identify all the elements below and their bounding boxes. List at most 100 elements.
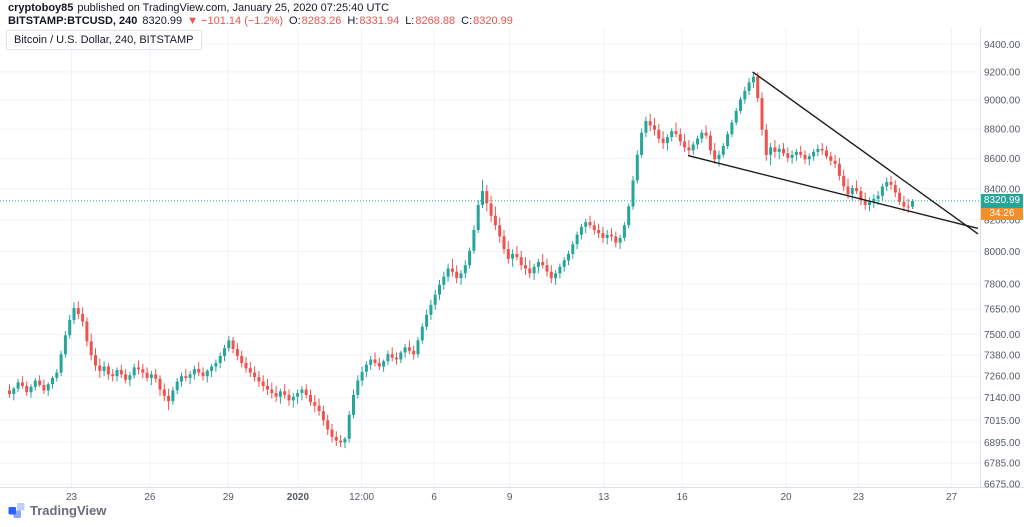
chart-container: 9400.00 9200.00 9000.00 8800.00 8600.00 8400.… <box>0 28 1024 527</box>
candle-body <box>102 366 106 371</box>
candle-body <box>38 380 42 385</box>
candle-body <box>8 390 11 394</box>
low-label: L: <box>405 15 415 27</box>
candle-body <box>880 186 884 196</box>
candle-body <box>777 148 781 152</box>
candle-body <box>111 374 115 377</box>
candle-body <box>584 222 588 227</box>
candle-body <box>876 195 880 199</box>
candle-body <box>46 384 50 391</box>
price-axis-label: 7500.00 <box>984 330 1021 341</box>
candle-body <box>665 137 669 143</box>
candle-body <box>799 151 803 155</box>
candle-body <box>51 378 54 385</box>
price-axis[interactable]: 9400.00 9200.00 9000.00 8800.00 8600.00 8400.… <box>984 40 1021 491</box>
candle-body <box>446 268 450 277</box>
candle-body <box>825 150 828 157</box>
trendline[interactable] <box>687 154 979 230</box>
candle-body <box>872 198 876 202</box>
candle-body <box>812 151 816 157</box>
candle-body <box>549 271 553 279</box>
candle-body <box>773 147 777 152</box>
candle-body <box>807 156 811 160</box>
candle-body <box>713 150 717 160</box>
candle-body <box>640 132 644 155</box>
high-label: H: <box>347 15 359 27</box>
candle-body <box>248 368 252 373</box>
candle-body <box>455 271 459 279</box>
candle-body <box>476 205 480 230</box>
candle-body <box>167 395 171 402</box>
candle-body <box>68 319 72 336</box>
time-axis-label: 20 <box>780 492 792 503</box>
candle-body <box>231 340 235 349</box>
candle-body <box>29 386 33 393</box>
candle-body <box>515 253 519 258</box>
time-axis-label: 26 <box>144 492 156 503</box>
candle-body <box>730 122 734 135</box>
bar-countdown-badge: 34:26 <box>981 207 1023 220</box>
candle-body <box>192 369 196 375</box>
candle-body <box>472 230 476 251</box>
candle-body <box>717 154 721 160</box>
candle-body <box>59 354 63 373</box>
candle-body <box>124 374 128 380</box>
candle-body <box>751 76 755 83</box>
candle-body <box>842 175 846 187</box>
candle-body <box>911 200 914 207</box>
tradingview-watermark[interactable]: TradingView <box>8 502 106 519</box>
candle-body <box>906 206 910 208</box>
candle-body <box>218 356 222 363</box>
candle-body <box>158 378 162 390</box>
candle-body <box>339 440 343 443</box>
candle-body <box>175 381 179 391</box>
candle-body <box>137 367 140 370</box>
last-price-badge: 8320.99 <box>981 193 1023 208</box>
candle-body <box>162 389 166 396</box>
time-axis-label: 9 <box>507 492 513 503</box>
candle-body <box>141 369 145 373</box>
candle-body <box>506 249 510 259</box>
candle-body <box>442 276 446 285</box>
candle-body <box>42 385 46 391</box>
candle-body <box>171 390 175 402</box>
candle-body <box>94 355 97 366</box>
candle-body <box>257 377 261 382</box>
candle-body <box>317 405 321 412</box>
price-axis-label: 8800.00 <box>984 125 1021 136</box>
candle-body <box>863 200 867 205</box>
candle-body <box>235 349 239 356</box>
candle-body <box>850 188 854 195</box>
candle-body <box>846 186 850 195</box>
grid-layer <box>0 28 980 487</box>
symbol-line: BITSTAMP:BTCUSD, 240 8320.99 ▼ −101.14 (−1… <box>8 15 1024 28</box>
candle-body <box>76 308 80 314</box>
candle-body <box>356 380 360 395</box>
candle-body <box>485 191 489 204</box>
candle-body <box>420 326 424 341</box>
candle-body <box>382 361 386 367</box>
candle-body <box>481 191 484 205</box>
price-axis-label: 6895.00 <box>984 438 1021 449</box>
candle-body <box>334 436 338 441</box>
time-axis-label: 6 <box>431 492 437 503</box>
author-line: cryptoboy85 published on TradingView.com,… <box>8 2 1024 15</box>
candle-body <box>803 154 807 160</box>
candle-body <box>154 374 158 379</box>
candle-body <box>532 266 536 274</box>
price-axis-label: 6675.00 <box>984 480 1021 491</box>
candle-body <box>425 314 429 327</box>
time-axis-label: 13 <box>598 492 610 503</box>
time-axis[interactable]: 23 26 29 2020 12:00 6 9 13 16 20 23 27 <box>66 492 958 503</box>
candle-body <box>696 138 699 145</box>
candle-body <box>459 273 463 279</box>
candle-body <box>429 304 433 315</box>
trendline[interactable] <box>752 71 979 235</box>
candle-body <box>72 308 76 320</box>
price-chart[interactable]: 9400.00 9200.00 9000.00 8800.00 8600.00 8400.… <box>0 28 1024 527</box>
candle-body <box>98 365 102 371</box>
candle-body <box>661 138 665 143</box>
symbol-label: BITSTAMP:BTCUSD, 240 <box>8 15 138 27</box>
price-axis-label: 7650.00 <box>984 305 1021 316</box>
candle-body <box>214 363 218 367</box>
